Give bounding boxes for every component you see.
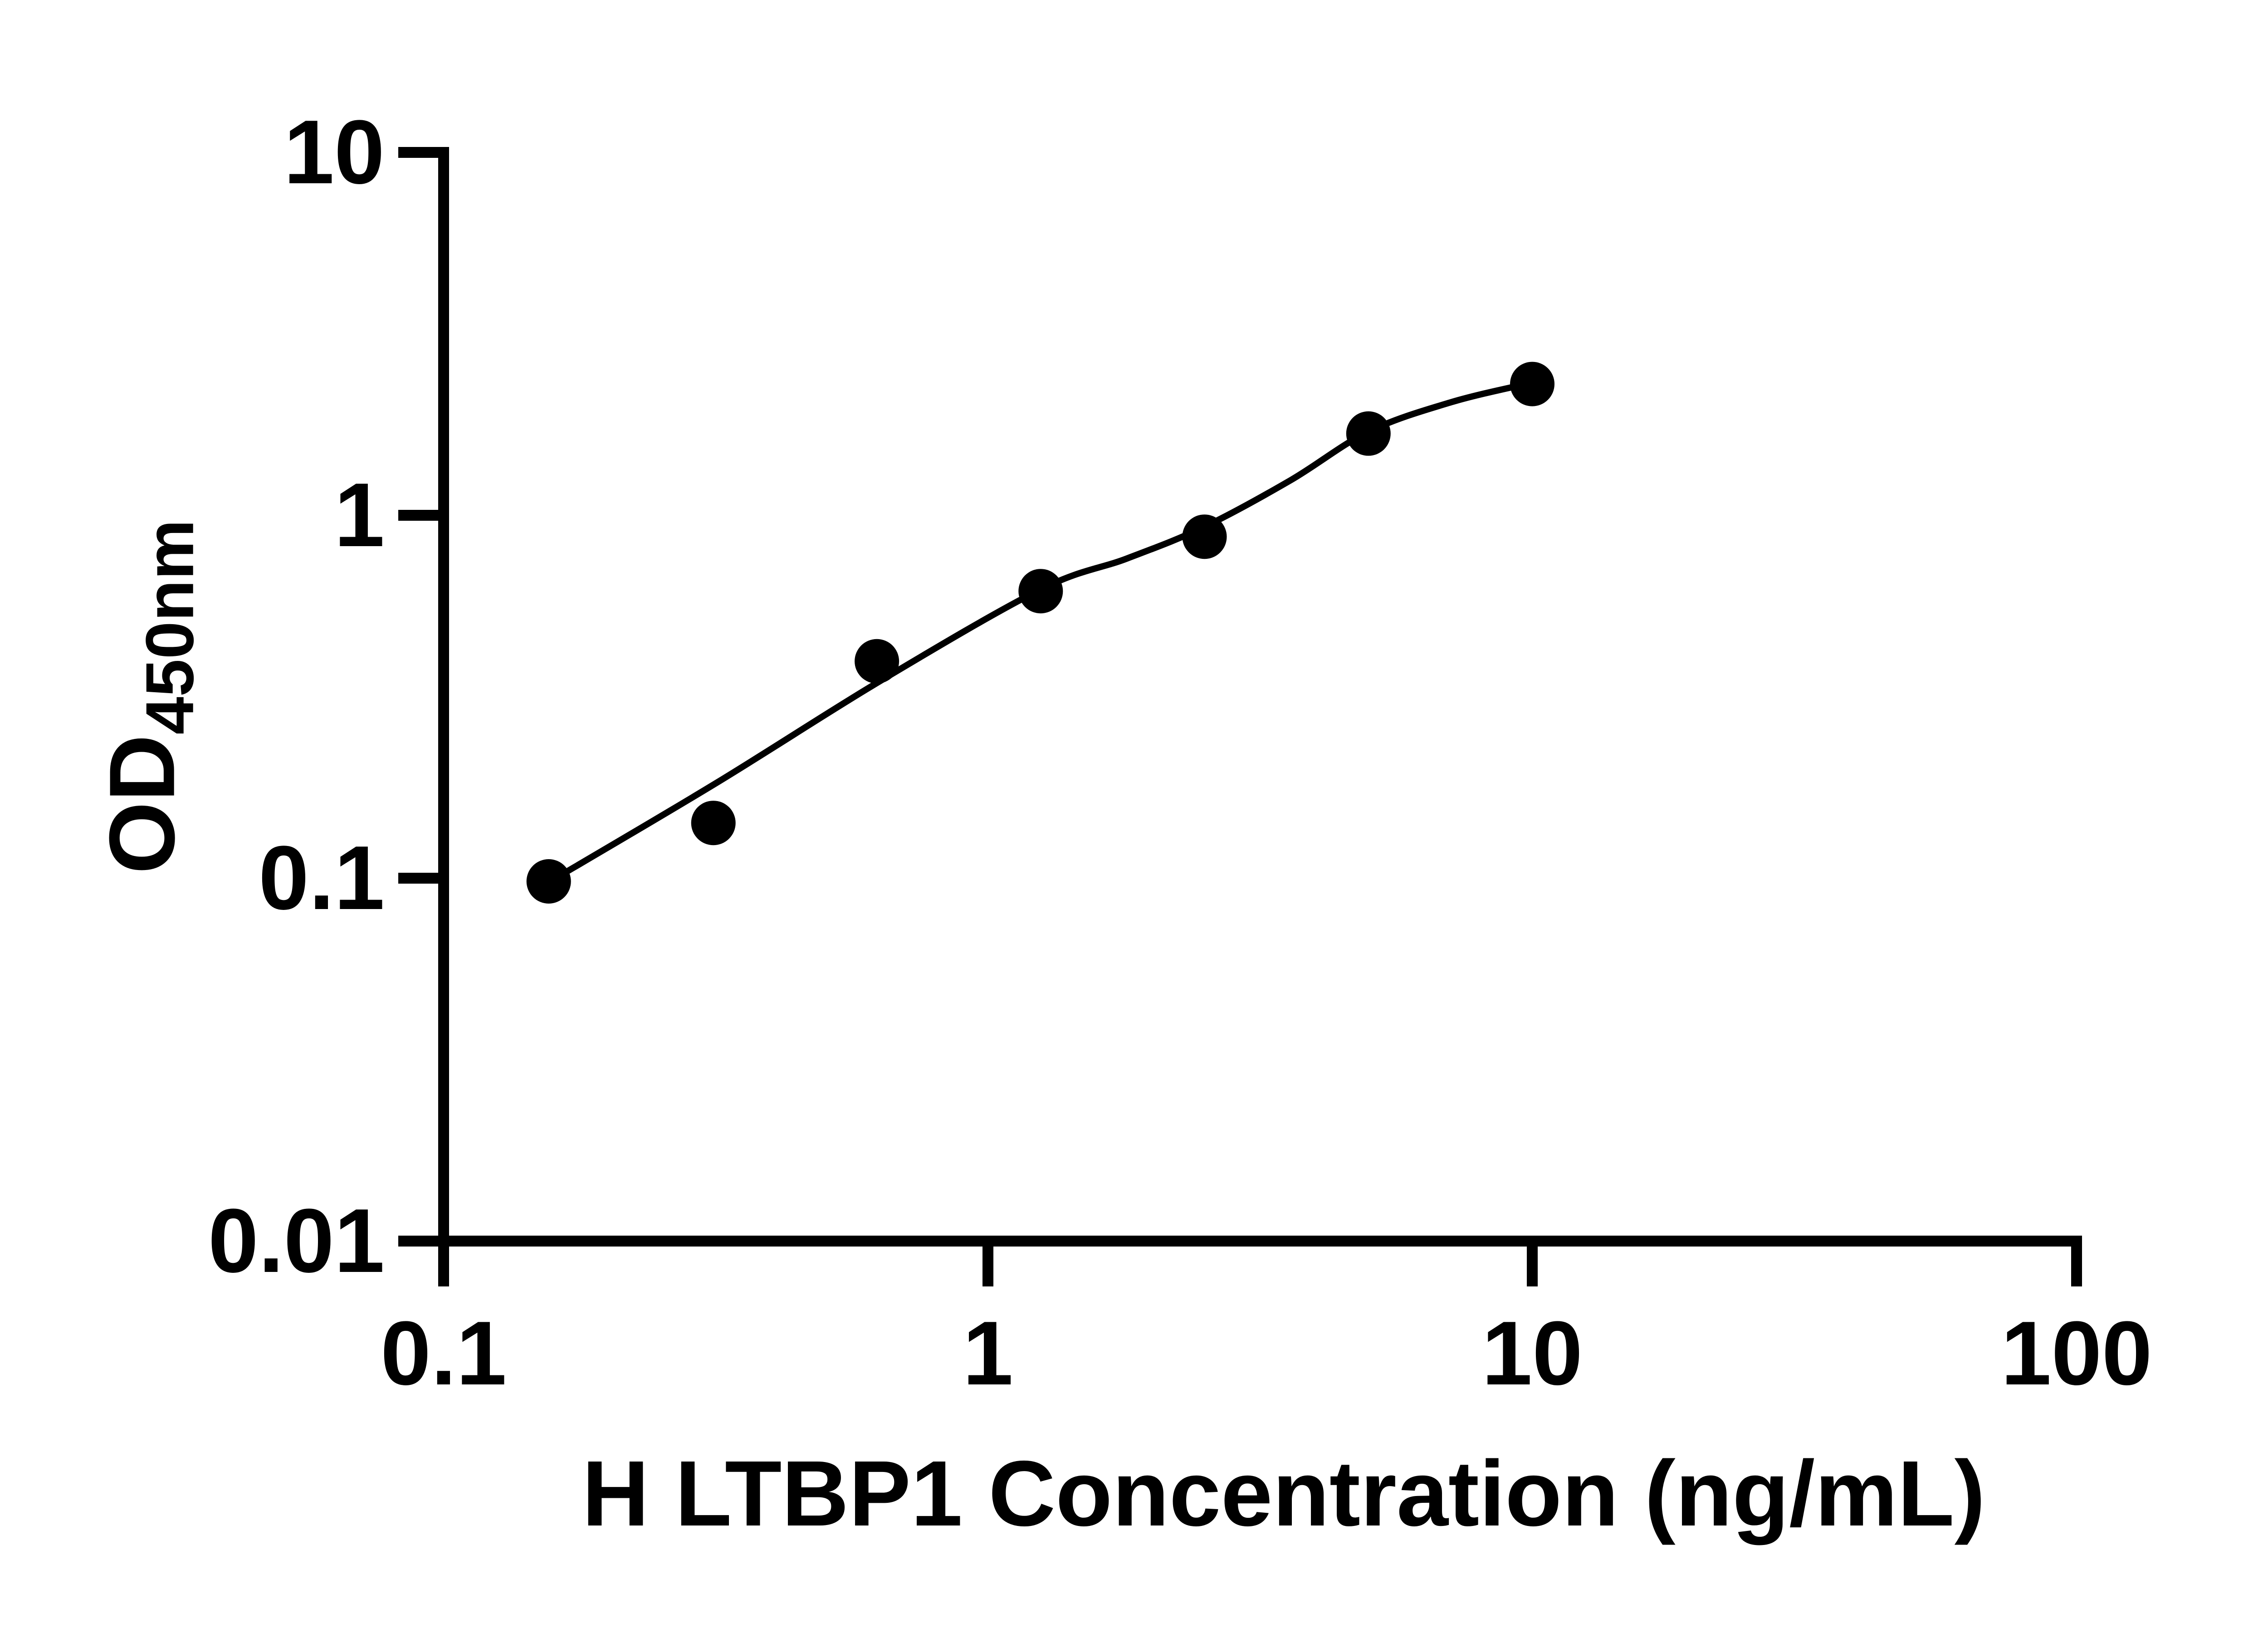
x-tick-mark	[438, 1247, 449, 1286]
y-tick-mark	[398, 1236, 438, 1247]
data-point-marker	[1510, 362, 1554, 406]
data-point-marker	[1346, 411, 1391, 456]
y-tick-label: 10	[284, 102, 385, 203]
x-tick-label: 1	[963, 1303, 1013, 1404]
y-tick-label: 0.01	[208, 1190, 385, 1291]
ticks-layer	[398, 147, 2082, 1286]
data-point-marker	[855, 639, 899, 684]
data-point-marker	[526, 859, 571, 904]
y-tick-mark	[398, 147, 438, 158]
x-tick-mark	[982, 1247, 993, 1286]
data-point-marker	[1018, 569, 1063, 614]
data-point-marker	[691, 801, 736, 846]
y-tick-label: 0.1	[258, 827, 385, 929]
y-tick-mark	[398, 510, 438, 521]
x-tick-mark	[2071, 1247, 2082, 1286]
x-tick-label: 0.1	[380, 1303, 507, 1404]
data-point-marker	[1182, 514, 1227, 559]
x-tick-mark	[1527, 1247, 1538, 1286]
curve-layer	[547, 379, 1535, 885]
y-axis-title-main: OD	[90, 734, 194, 874]
x-axis-title: H LTBP1 Concentration (ng/mL)	[582, 1442, 1985, 1545]
y-tick-label: 1	[334, 464, 385, 566]
axes-layer	[438, 147, 2082, 1247]
points-layer	[526, 362, 1554, 904]
fit-curve	[547, 379, 1535, 885]
y-axis-title-subscript: 450nm	[132, 519, 208, 735]
x-axis-line	[438, 1236, 2082, 1247]
x-tick-label: 100	[2001, 1303, 2152, 1404]
y-tick-mark	[398, 873, 438, 884]
x-tick-label: 10	[1481, 1303, 1583, 1404]
y-axis-line	[438, 147, 449, 1247]
y-axis-title: OD450nm	[90, 519, 208, 874]
